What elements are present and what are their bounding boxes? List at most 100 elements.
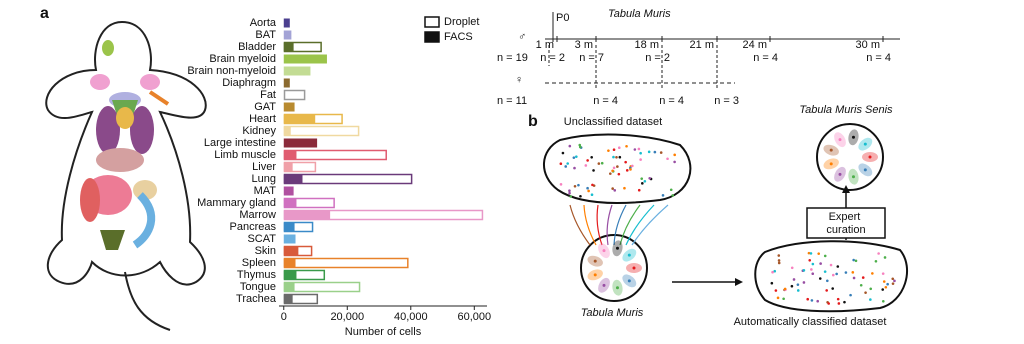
panel-label: a — [40, 5, 49, 22]
y-tick-label: Large intestine — [204, 137, 276, 149]
senis-circle — [816, 123, 884, 191]
cell-dot — [625, 144, 628, 148]
cell-dot — [827, 302, 830, 305]
caption: Unclassified dataset — [564, 116, 662, 128]
timepoint-label: 24 m — [743, 39, 767, 51]
cell-dot — [802, 269, 806, 272]
legend-label: Droplet — [444, 16, 479, 28]
cell-dot — [639, 151, 642, 155]
cell-dot — [851, 135, 855, 139]
cell-dot — [573, 166, 576, 170]
cell-dot — [600, 161, 604, 165]
cell-dot — [671, 194, 674, 197]
timepoint-label: 1 m — [536, 39, 554, 51]
timepoint-label: P0 — [556, 12, 569, 24]
cell-dot — [624, 160, 627, 164]
facs-bar — [283, 294, 293, 304]
y-tick-label: Tongue — [240, 281, 276, 293]
y-tick-label: Skin — [255, 245, 276, 257]
cell-dot — [852, 276, 856, 280]
legend-label: FACS — [444, 31, 473, 43]
y-tick-label: Mammary gland — [197, 197, 276, 209]
facs-bar — [283, 282, 295, 292]
droplet-bar — [283, 281, 361, 293]
cell-dot — [844, 271, 848, 274]
cell-dot — [792, 278, 796, 281]
cell-dot — [886, 282, 889, 286]
cell-dot — [616, 165, 619, 168]
cell-dot — [809, 252, 813, 255]
cell-dot — [777, 254, 781, 257]
arrow — [619, 204, 641, 246]
cell-dot — [564, 165, 568, 168]
cell-dot — [597, 162, 601, 165]
cell-dot — [810, 268, 813, 271]
cell-dot — [639, 158, 642, 161]
cell-dot — [590, 156, 593, 159]
cell-dot — [577, 183, 580, 187]
cell-dot — [859, 283, 863, 287]
facs-bar — [283, 246, 299, 256]
cell-dot — [770, 281, 774, 285]
droplet-bar — [283, 173, 413, 185]
cell-dot — [617, 172, 621, 176]
cell-dot — [836, 297, 840, 301]
organs — [80, 40, 170, 250]
cell-dot — [835, 272, 838, 276]
cell-dot — [648, 176, 651, 180]
y-tick-label: Liver — [252, 161, 276, 173]
cell-dot — [783, 287, 787, 291]
cell-dot — [673, 160, 676, 164]
x-axis-label: Number of cells — [345, 326, 422, 338]
cell-dot — [591, 183, 594, 187]
arrow — [583, 204, 597, 246]
cell-dot — [568, 144, 572, 148]
cell-dot — [625, 169, 629, 172]
facs-bar — [283, 66, 311, 76]
cell-dot — [584, 164, 588, 167]
timepoint-label: 21 m — [690, 39, 714, 51]
cell-dot — [796, 283, 800, 286]
cell-dot — [807, 251, 811, 255]
y-tick-label: Aorta — [250, 17, 277, 29]
y-tick-label: Marrow — [239, 209, 276, 221]
x-tick-label: 0 — [281, 311, 287, 323]
timepoint-label: 18 m — [635, 39, 659, 51]
cell-dot — [868, 155, 872, 159]
cell-dot — [559, 162, 563, 166]
cell-dot — [643, 179, 647, 183]
cell-dot — [790, 266, 794, 270]
cell-dot — [559, 183, 563, 186]
y-tick-label: BAT — [255, 29, 276, 41]
facs-bar — [283, 270, 297, 280]
cell-dot — [578, 143, 582, 147]
y-tick-label: Heart — [249, 113, 276, 125]
cell-dot — [613, 189, 617, 192]
panel-b: b Unclassified dataset Tabula Muris Auto… — [528, 104, 909, 328]
facs-bar — [283, 222, 295, 232]
cell-dot — [810, 299, 814, 302]
cell-dot — [849, 293, 852, 297]
cell-dot — [802, 281, 806, 284]
cell-dot — [808, 258, 812, 262]
cell-dot — [881, 299, 885, 303]
cell-dot — [647, 150, 651, 154]
cell-dot — [568, 189, 571, 193]
cell-dot — [669, 188, 673, 192]
facs-bar — [283, 234, 296, 244]
female-count: n = 4 — [593, 95, 618, 107]
facs-bar — [283, 174, 303, 184]
arrow-head — [735, 278, 743, 286]
male-count: n = 4 — [866, 52, 891, 64]
cell-dot — [586, 159, 589, 162]
facs-bar — [283, 30, 292, 40]
cell-dot — [831, 273, 835, 277]
female-count: n = 3 — [714, 95, 739, 107]
cell-dot — [852, 258, 855, 262]
cell-dot — [579, 194, 582, 198]
cell-dot — [851, 271, 855, 274]
female-count: n = 4 — [659, 95, 684, 107]
cell-dot — [796, 289, 800, 292]
caption: Automatically classified dataset — [734, 316, 887, 328]
